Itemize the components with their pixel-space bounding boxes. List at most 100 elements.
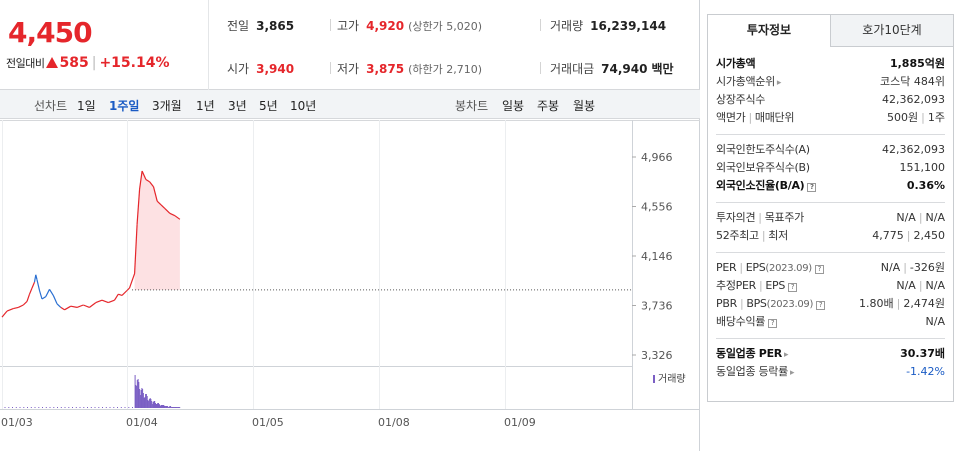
volume-bar bbox=[145, 394, 147, 408]
volume-bar bbox=[174, 407, 176, 408]
volume-bar bbox=[152, 402, 154, 408]
volume-bar bbox=[168, 407, 170, 408]
volume-bar bbox=[167, 406, 169, 408]
est-eps-label: EPS bbox=[765, 279, 786, 292]
price-line-segment bbox=[1, 310, 8, 318]
left-panel: 4,450 전일대비 585 | +15.14% 전일 3,865 고가 4,920 (상한… bbox=[0, 0, 700, 451]
help-icon[interactable]: ? bbox=[768, 319, 778, 328]
volume-bar bbox=[175, 407, 177, 408]
amount-value: 74,940 bbox=[601, 62, 648, 76]
industry-change-row[interactable]: 동일업종 등락률 ▸ -1.42% bbox=[716, 363, 945, 381]
candle-week-button[interactable]: 주봉 bbox=[537, 99, 560, 113]
help-icon[interactable]: ? bbox=[816, 301, 826, 310]
price-line-segment bbox=[48, 288, 54, 296]
price-line-segment bbox=[126, 287, 130, 291]
x-tick-label: 01/09 bbox=[504, 416, 536, 429]
volume-bar bbox=[137, 379, 139, 408]
line-chart-label: 선차트 bbox=[34, 99, 68, 113]
prev-close-label: 전일 bbox=[227, 19, 250, 33]
volume-bar bbox=[139, 395, 141, 408]
x-tick-label: 01/04 bbox=[126, 416, 158, 429]
foreign-ratio-value: 0.36% bbox=[906, 179, 945, 192]
volume-bar bbox=[132, 407, 133, 408]
volume-bar bbox=[145, 394, 147, 408]
help-icon[interactable]: ? bbox=[814, 265, 824, 274]
foreign-hold-row: 외국인보유주식수(B) 151,100 bbox=[716, 159, 945, 177]
unit-value: 1주 bbox=[927, 111, 945, 124]
upper-limit: (상한가 5,020) bbox=[408, 20, 482, 33]
pbr-value: 1.80배 bbox=[859, 297, 894, 310]
lower-limit: (하한가 2,710) bbox=[408, 63, 482, 76]
volume-bar bbox=[176, 407, 178, 408]
stats-grid: 전일 3,865 고가 4,920 (상한가 5,020) 거래량 16,239,144… bbox=[210, 0, 700, 90]
week52-low-value: 2,450 bbox=[913, 229, 946, 242]
period-3m-button[interactable]: 3개월 bbox=[152, 99, 182, 113]
industry-per-row[interactable]: 동일업종 PER ▸ 30.37배 bbox=[716, 345, 945, 363]
opinion-value: N/A bbox=[896, 211, 916, 224]
volume-bar bbox=[144, 397, 146, 408]
target-label: 목표주가 bbox=[764, 211, 805, 224]
volume-bar bbox=[19, 407, 21, 408]
est-per-value: N/A bbox=[896, 279, 916, 292]
rise-fill-area bbox=[134, 171, 180, 290]
volume-bar bbox=[148, 401, 150, 408]
volume-bar bbox=[141, 388, 143, 408]
volume-bar bbox=[158, 403, 159, 408]
volume-bar bbox=[150, 399, 152, 408]
market-cap-rank-row[interactable]: 시가총액순위 ▸ 코스닥 484위 bbox=[716, 73, 945, 91]
volume-bar bbox=[30, 407, 32, 408]
price-line-segment bbox=[141, 170, 147, 180]
tab-investment-info[interactable]: 투자정보 bbox=[708, 15, 830, 47]
open-value: 3,940 bbox=[256, 62, 295, 76]
period-1y-button[interactable]: 1년 bbox=[196, 99, 215, 113]
volume-bar bbox=[148, 399, 150, 408]
price-line-segment bbox=[28, 287, 33, 295]
volume-bar bbox=[165, 406, 167, 408]
price-chart-area: 01/03 01/04 01/05 01/08 01/09 4,966 4,556 4,146… bbox=[0, 120, 700, 451]
candle-chart-label: 봉차트 bbox=[455, 99, 489, 113]
investment-info-panel: 투자정보 호가10단계 시가총액 1,885억원 시가총액순위 ▸ 코스닥 484… bbox=[707, 14, 954, 402]
help-icon[interactable]: ? bbox=[788, 283, 798, 292]
volume-bar bbox=[120, 407, 122, 408]
volume-bar bbox=[83, 407, 85, 408]
price-box: 4,450 전일대비 585 | +15.14% bbox=[0, 0, 209, 90]
volume-bar bbox=[38, 407, 40, 408]
market-cap-rank-value: 코스닥 484위 bbox=[880, 75, 945, 88]
price-line-segment bbox=[89, 302, 97, 308]
volume-bar bbox=[177, 407, 179, 408]
divider bbox=[330, 19, 331, 31]
volume-bar bbox=[142, 393, 144, 408]
volume-bar bbox=[166, 406, 168, 408]
price-line-segment bbox=[152, 186, 158, 202]
price-line-segment bbox=[128, 273, 136, 289]
volume-bar bbox=[151, 401, 153, 408]
x-tick-label: 01/08 bbox=[378, 416, 410, 429]
tab-orderbook[interactable]: 호가10단계 bbox=[830, 15, 953, 47]
price-line-segment bbox=[156, 200, 162, 206]
period-10y-button[interactable]: 10년 bbox=[290, 99, 317, 113]
volume-legend-label: 거래량 bbox=[658, 373, 686, 385]
candle-day-button[interactable]: 일봉 bbox=[502, 99, 525, 113]
period-1w-button[interactable]: 1주일 bbox=[109, 99, 140, 113]
price-line-segment bbox=[26, 294, 31, 302]
market-cap-value: 1,885억원 bbox=[889, 57, 945, 70]
y-tick-label: 3,736 bbox=[641, 300, 673, 313]
price-line-segment bbox=[60, 306, 65, 311]
x-tick-label: 01/03 bbox=[1, 416, 33, 429]
volume-bar bbox=[171, 407, 173, 408]
volume-value: 16,239,144 bbox=[590, 19, 667, 33]
period-5y-button[interactable]: 5년 bbox=[259, 99, 278, 113]
bps-value: 2,474원 bbox=[903, 297, 945, 310]
period-3y-button[interactable]: 3년 bbox=[228, 99, 247, 113]
volume-cell: 거래량 16,239,144 bbox=[550, 17, 666, 34]
prev-close-value: 3,865 bbox=[256, 19, 295, 33]
high-cell: 고가 4,920 (상한가 5,020) bbox=[337, 17, 482, 34]
price-line-segment bbox=[95, 299, 103, 304]
volume-bar bbox=[140, 390, 142, 408]
volume-bar bbox=[109, 407, 111, 408]
help-icon[interactable]: ? bbox=[807, 183, 817, 192]
period-1d-button[interactable]: 1일 bbox=[77, 99, 96, 113]
week52-low-label: 최저 bbox=[768, 229, 788, 242]
candle-month-button[interactable]: 월봉 bbox=[573, 99, 596, 113]
volume-bar bbox=[68, 407, 70, 408]
